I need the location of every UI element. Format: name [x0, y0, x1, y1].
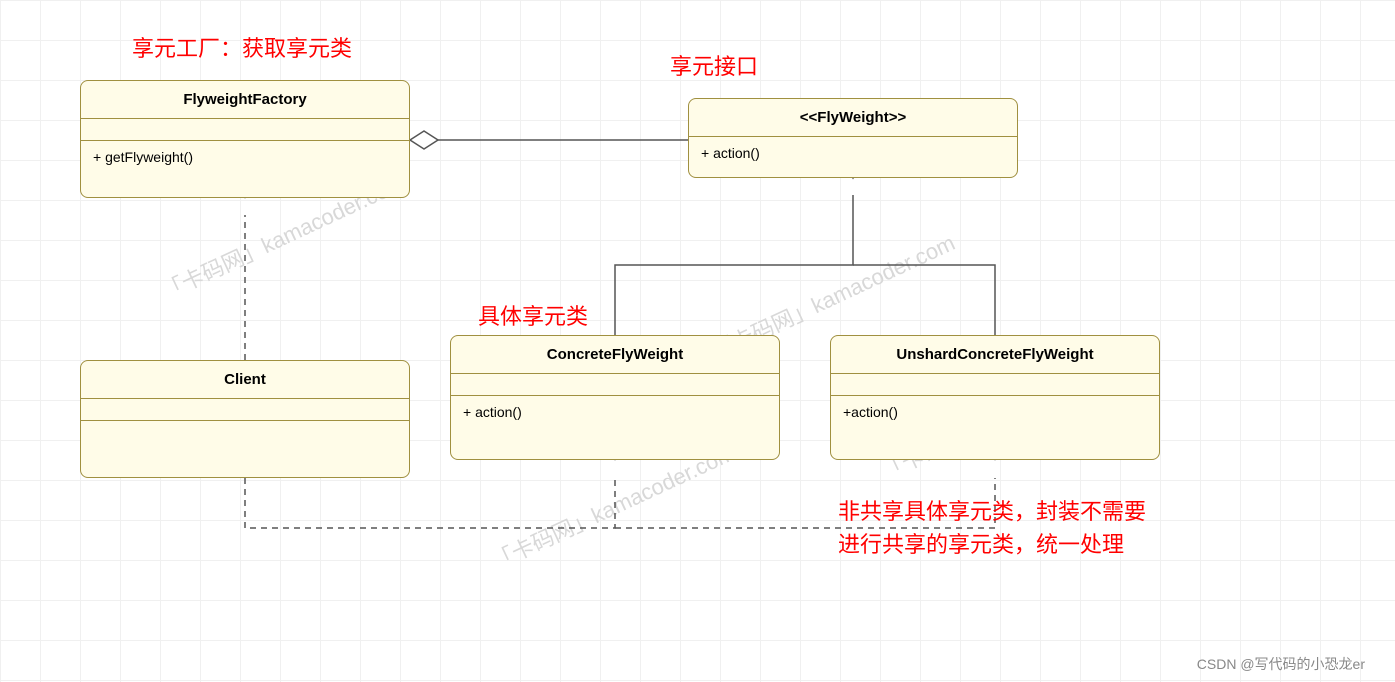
- diagram-canvas: 「卡码网」kamacoder.com 「卡码网」kamacoder.com 「卡…: [0, 0, 1395, 682]
- class-title: <<FlyWeight>>: [689, 99, 1017, 137]
- class-methods: +action(): [831, 396, 1159, 432]
- class-flyweight-factory: FlyweightFactory + getFlyweight(): [80, 80, 410, 198]
- class-methods: + action(): [451, 396, 779, 432]
- annotation-concrete: 具体享元类: [478, 300, 588, 333]
- class-flyweight-interface: <<FlyWeight>> + action(): [688, 98, 1018, 178]
- class-methods: [81, 421, 409, 453]
- class-title: FlyweightFactory: [81, 81, 409, 119]
- annotation-interface: 享元接口: [670, 50, 758, 83]
- class-title: UnshardConcreteFlyWeight: [831, 336, 1159, 374]
- class-attrs: [451, 374, 779, 396]
- class-client: Client: [80, 360, 410, 478]
- class-attrs: [81, 399, 409, 421]
- class-methods: + action(): [689, 137, 1017, 173]
- class-title: Client: [81, 361, 409, 399]
- class-title: ConcreteFlyWeight: [451, 336, 779, 374]
- class-methods: + getFlyweight(): [81, 141, 409, 177]
- class-concrete-flyweight: ConcreteFlyWeight + action(): [450, 335, 780, 460]
- class-attrs: [831, 374, 1159, 396]
- annotation-factory: 享元工厂：获取享元类: [132, 32, 352, 65]
- annotation-unshared: 非共享具体享元类，封装不需要 进行共享的享元类，统一处理: [838, 495, 1146, 561]
- class-attrs: [81, 119, 409, 141]
- footer-credit: CSDN @写代码的小恐龙er: [1197, 654, 1365, 674]
- class-unshared-concrete-flyweight: UnshardConcreteFlyWeight +action(): [830, 335, 1160, 460]
